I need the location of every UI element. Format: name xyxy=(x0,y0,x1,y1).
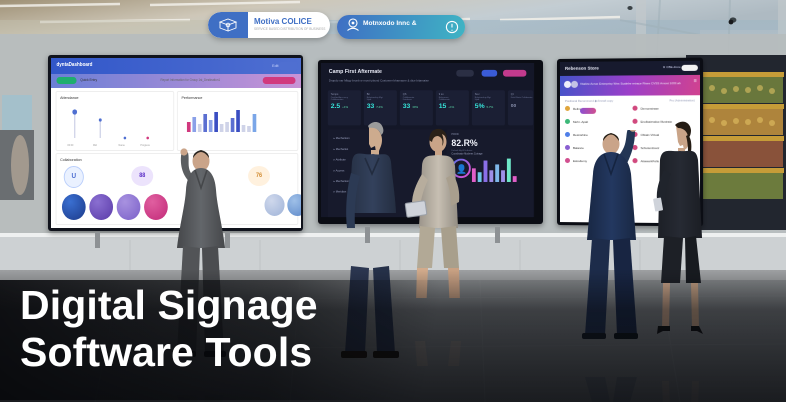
svg-text:00:00: 00:00 xyxy=(67,144,73,147)
svg-text:Mid: Mid xyxy=(93,144,97,147)
svg-text:Name: Name xyxy=(119,144,126,147)
svg-text:Progress: Progress xyxy=(140,144,150,147)
